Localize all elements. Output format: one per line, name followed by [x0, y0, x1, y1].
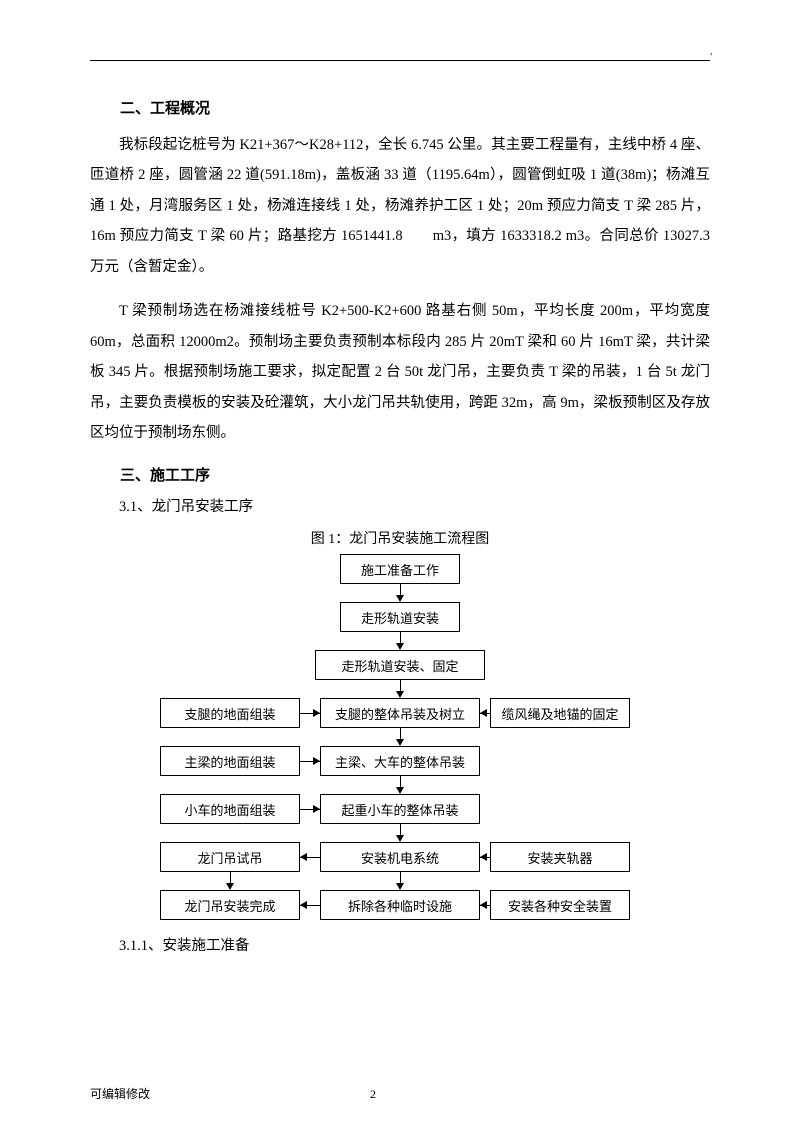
footer-left: 可编辑修改	[90, 1087, 150, 1101]
top-rule	[90, 60, 710, 61]
flow-right-6: 安装夹轨器	[490, 842, 630, 872]
flow-left-7: 龙门吊安装完成	[160, 890, 300, 920]
flow-center-3: 支腿的整体吊装及树立	[320, 698, 480, 728]
flow-left-4: 主梁的地面组装	[160, 746, 300, 776]
flow-right-3: 缆风绳及地锚的固定	[490, 698, 630, 728]
figure-caption: 图 1：龙门吊安装施工流程图	[90, 528, 710, 548]
flow-left-6: 龙门吊试吊	[160, 842, 300, 872]
flow-center-6: 安装机电系统	[320, 842, 480, 872]
flow-center-4: 主梁、大车的整体吊装	[320, 746, 480, 776]
flow-left-5: 小车的地面组装	[160, 794, 300, 824]
footer: 可编辑修改 2	[90, 1085, 710, 1102]
flowchart: 施工准备工作走形轨道安装走形轨道安装、固定支腿的整体吊装及树立主梁、大车的整体吊…	[110, 554, 690, 924]
page: ' 二、工程概况 我标段起讫桩号为 K21+367～K28+112，全长 6.7…	[0, 0, 800, 1132]
flow-center-1: 走形轨道安装	[340, 602, 460, 632]
subheading-3-1-1: 3.1.1、安装施工准备	[90, 934, 710, 955]
flow-center-5: 起重小车的整体吊装	[320, 794, 480, 824]
footer-page-number: 2	[370, 1087, 376, 1102]
heading-section-3: 三、施工工序	[90, 464, 710, 485]
paragraph-2: T 梁预制场选在杨滩接线桩号 K2+500-K2+600 路基右侧 50m，平均…	[90, 296, 710, 448]
corner-mark: '	[710, 52, 712, 63]
flow-center-2: 走形轨道安装、固定	[315, 650, 485, 680]
flow-center-0: 施工准备工作	[340, 554, 460, 584]
paragraph-1: 我标段起讫桩号为 K21+367～K28+112，全长 6.745 公里。其主要…	[90, 130, 710, 282]
flow-center-7: 拆除各种临时设施	[320, 890, 480, 920]
subheading-3-1: 3.1、龙门吊安装工序	[90, 493, 710, 522]
flow-right-7: 安装各种安全装置	[490, 890, 630, 920]
heading-section-2: 二、工程概况	[90, 97, 710, 118]
flow-left-3: 支腿的地面组装	[160, 698, 300, 728]
